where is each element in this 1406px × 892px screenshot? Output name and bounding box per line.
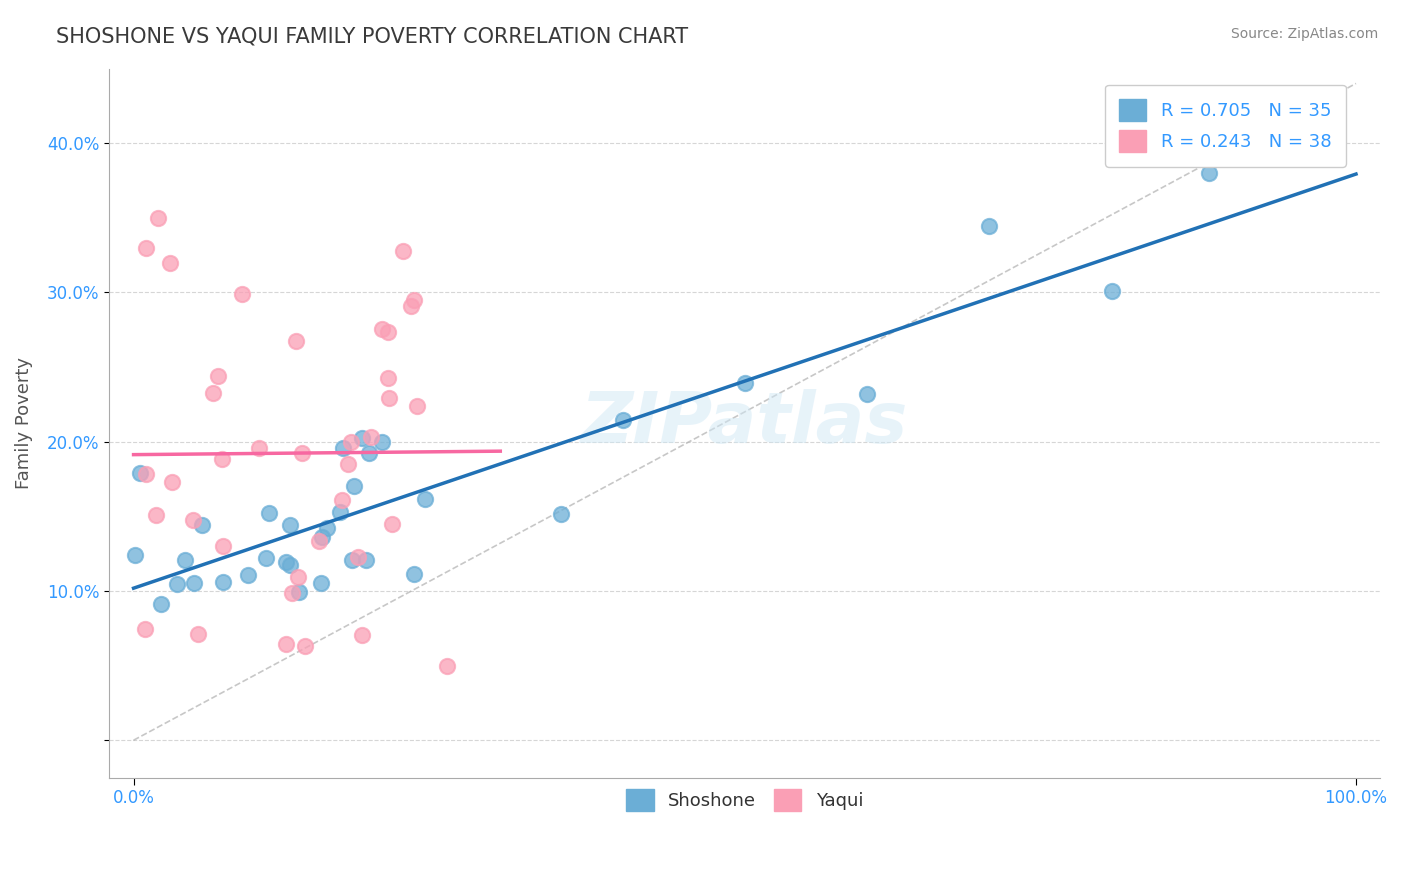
Point: [207, 369, 229, 384]
Point: [166, 576, 188, 591]
Point: [612, 413, 634, 427]
Point: [339, 434, 361, 449]
Point: [287, 570, 309, 584]
Point: [311, 531, 333, 545]
Point: [124, 548, 146, 562]
Point: [294, 639, 316, 653]
Point: [360, 430, 382, 444]
Point: [343, 479, 366, 493]
Point: [392, 244, 415, 259]
Point: [405, 399, 427, 413]
Point: [979, 219, 1001, 234]
Point: [402, 566, 425, 581]
Point: [280, 518, 302, 533]
Point: [404, 293, 426, 308]
Point: [413, 492, 436, 507]
Point: [183, 576, 205, 591]
Point: [399, 299, 422, 313]
Point: [330, 492, 353, 507]
Point: [346, 550, 368, 565]
Point: [145, 508, 167, 523]
Point: [134, 622, 156, 636]
Point: [381, 517, 404, 532]
Point: [201, 385, 224, 400]
Text: Source: ZipAtlas.com: Source: ZipAtlas.com: [1230, 27, 1378, 41]
Point: [359, 446, 381, 460]
Point: [149, 597, 172, 611]
Point: [236, 568, 259, 582]
Point: [159, 255, 181, 269]
Point: [377, 326, 399, 340]
Point: [371, 434, 394, 449]
Point: [1101, 285, 1123, 299]
Point: [278, 558, 301, 572]
Point: [309, 575, 332, 590]
Point: [129, 466, 152, 480]
Text: SHOSHONE VS YAQUI FAMILY POVERTY CORRELATION CHART: SHOSHONE VS YAQUI FAMILY POVERTY CORRELA…: [56, 27, 689, 46]
Point: [160, 475, 183, 489]
Point: [281, 586, 304, 600]
Point: [174, 553, 197, 567]
Text: ZIPatlas: ZIPatlas: [581, 389, 908, 458]
Point: [274, 555, 297, 569]
Point: [231, 287, 253, 301]
Point: [340, 553, 363, 567]
Point: [288, 585, 311, 599]
Point: [274, 637, 297, 651]
Point: [856, 387, 879, 401]
Point: [332, 441, 354, 455]
Legend: Shoshone, Yaqui: Shoshone, Yaqui: [612, 774, 877, 825]
Point: [211, 574, 233, 589]
Point: [285, 334, 308, 348]
Point: [257, 506, 280, 520]
Point: [337, 457, 360, 471]
Point: [1198, 166, 1220, 180]
Point: [350, 628, 373, 642]
Point: [181, 513, 204, 527]
Point: [191, 518, 214, 533]
Point: [254, 551, 277, 566]
Point: [377, 370, 399, 384]
Point: [354, 553, 377, 567]
Point: [135, 241, 157, 255]
Point: [135, 467, 157, 481]
Point: [370, 321, 392, 335]
Point: [329, 505, 352, 519]
Y-axis label: Family Poverty: Family Poverty: [15, 357, 32, 489]
Point: [146, 211, 169, 225]
Point: [352, 431, 374, 445]
Point: [291, 446, 314, 460]
Point: [436, 658, 458, 673]
Point: [550, 507, 572, 521]
Point: [734, 376, 756, 390]
Point: [316, 521, 339, 535]
Point: [247, 441, 270, 455]
Point: [212, 539, 235, 553]
Point: [211, 451, 233, 466]
Point: [308, 533, 330, 548]
Point: [378, 392, 401, 406]
Point: [186, 627, 208, 641]
